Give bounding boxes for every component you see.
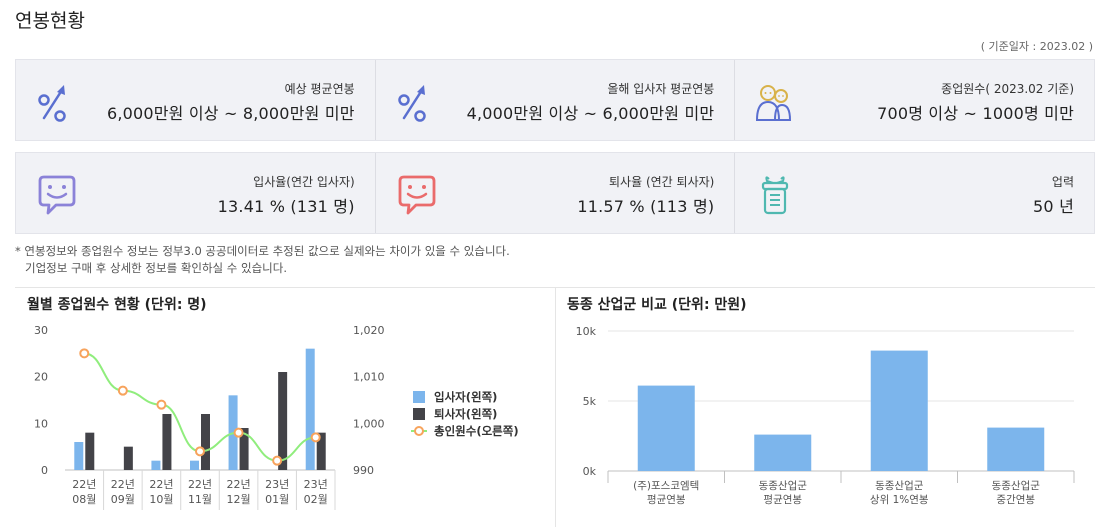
line-point [233,427,244,438]
bar-leavers [278,372,288,470]
stat-value: 700명 이상 ~ 1000명 미만 [877,104,1075,123]
x-tick-label: 09월 [111,493,135,506]
stat-value: 13.41 % (131 명) [217,197,355,216]
legend-label: 총인원수(오른쪽) [434,424,519,438]
y-right-tick-label: 1,020 [353,324,385,337]
stat-label: 업력 [1051,175,1075,189]
x-tick-label: 23년 [304,478,328,491]
y-right-tick-label: 1,010 [353,371,385,384]
stat-value: 50 년 [1033,197,1075,216]
y-left-tick-label: 20 [34,371,48,384]
chart-title-monthly: 월별 종업원수 현황 (단위: 명) [27,297,207,313]
legend-symbol [413,391,425,403]
chart-title-industry: 동종 산업군 비교 (단위: 만원) [567,297,747,313]
stat-label: 퇴사율 (연간 퇴사자) [609,175,715,189]
x-tick-label: 11월 [188,493,212,506]
bar-hires [305,348,315,470]
y-left-tick-label: 10 [34,417,48,430]
percent-up-icon [397,85,426,122]
stat-label: 종업원수( 2023.02 기준) [941,82,1075,96]
bar-hires [190,460,199,470]
x-tick-label: 08월 [72,493,96,506]
x-tick-label: 22년 [111,478,135,491]
y-tick-label: 10k [576,325,597,338]
line-point [117,385,128,396]
line-point [156,399,167,410]
stat-hire-rate: 입사율(연간 입사자) 13.41 % (131 명) [16,153,376,233]
x-tick-label: 22년 [149,478,173,491]
people-icon [756,85,792,121]
stat-employees: 종업원수( 2023.02 기준) 700명 이상 ~ 1000명 미만 [735,60,1094,140]
x-tick-label: 동종산업군 [992,479,1041,492]
x-tick-label: 22년 [227,478,251,491]
note-line: 기업정보 구매 후 상세한 정보를 확인하실 수 있습니다. [25,261,288,275]
x-tick-label: 상위 1%연봉 [870,493,929,506]
gift-icon [762,176,789,215]
stat-avg-salary: 예상 평균연봉 6,000만원 이상 ~ 8,000만원 미만 [16,60,376,140]
monthly-employees-chart: 0 10 20 30 990 1,000 1,010 1,020 22년 08월 22년 09월 22년… [34,324,519,510]
bar-leavers [162,414,172,470]
x-tick-label: 01월 [265,493,289,506]
stat-tenure: 업력 50 년 [735,153,1094,233]
bar [754,434,812,471]
stat-value: 11.57 % (113 명) [577,197,715,216]
bar [870,350,928,471]
section-divider [15,287,1095,288]
stat-label: 올해 입사자 평균연봉 [607,82,715,96]
legend-label: 퇴사자(왼쪽) [434,407,497,421]
x-tick-label: 동종산업군 [759,479,808,492]
section-divider [555,288,556,527]
stat-new-hire-salary: 올해 입사자 평균연봉 4,000만원 이상 ~ 6,000만원 미만 [376,60,736,140]
base-date: ( 기준일자 : 2023.02 ) [980,40,1093,53]
x-tick-label: 중간연봉 [996,494,1035,506]
smile-chat-icon [398,175,436,215]
line-point [195,446,205,457]
x-tick-label: 02월 [304,493,328,506]
bar-leavers [85,432,95,470]
bar-hires [74,442,84,470]
bar-leavers [123,446,133,470]
line-point [310,432,321,443]
note-line: * 연봉정보와 종업원수 정보는 정부3.0 공공데이터로 추정된 값으로 실제… [15,244,510,258]
smile-chat-icon [38,175,76,215]
disclaimer-note: * 연봉정보와 종업원수 정보는 정부3.0 공공데이터로 추정된 값으로 실제… [15,243,510,277]
x-tick-label: 평균연봉 [763,494,802,506]
y-right-tick-label: 1,000 [353,417,385,430]
bar [637,385,695,471]
x-tick-label: 평균연봉 [647,494,686,506]
percent-up-icon [38,85,66,122]
stat-label: 예상 평균연봉 [284,82,355,96]
legend-symbol [414,426,424,436]
y-tick-label: 5k [583,395,597,408]
y-right-tick-label: 990 [353,464,374,477]
x-tick-label: 22년 [188,478,212,491]
bar-leavers [316,432,326,470]
page-title: 연봉현황 [15,10,85,32]
line-point [272,455,283,466]
line-point [79,348,90,359]
stat-value: 4,000만원 이상 ~ 6,000만원 미만 [466,104,715,123]
stats-row-rates: 입사율(연간 입사자) 13.41 % (131 명) 퇴사율 (연간 퇴사자)… [15,152,1095,234]
y-tick-label: 0k [583,465,597,478]
y-left-tick-label: 0 [41,464,48,477]
legend-label: 입사자(왼쪽) [434,390,497,404]
bar [987,427,1045,471]
stat-leave-rate: 퇴사율 (연간 퇴사자) 11.57 % (113 명) [376,153,736,233]
x-tick-label: 동종산업군 [875,479,924,492]
x-tick-label: (주)포스코엠텍 [633,480,699,492]
stat-value: 6,000만원 이상 ~ 8,000만원 미만 [106,104,355,123]
x-tick-label: 22년 [72,478,96,491]
legend-symbol [413,408,425,420]
bar-leavers [239,428,249,470]
stats-row-salary: 예상 평균연봉 6,000만원 이상 ~ 8,000만원 미만 올해 입사자 평… [15,59,1095,141]
bar-leavers [201,414,210,470]
x-tick-label: 10월 [149,493,173,506]
x-tick-label: 23년 [265,478,289,491]
y-left-tick-label: 30 [34,324,48,337]
x-tick-label: 12월 [227,493,251,506]
stat-label: 입사율(연간 입사자) [253,175,355,189]
bar-hires [151,460,161,470]
